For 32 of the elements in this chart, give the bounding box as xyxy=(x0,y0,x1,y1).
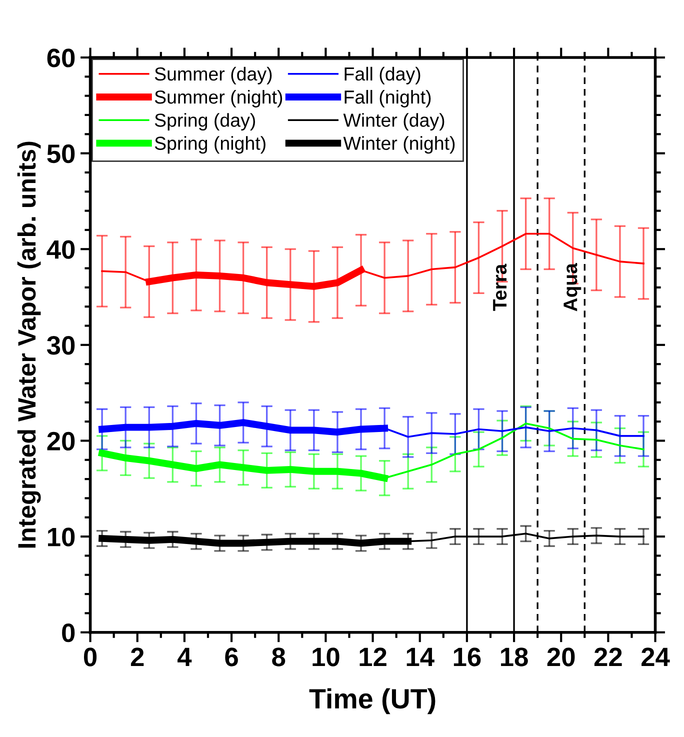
legend-label: Spring (day) xyxy=(154,113,255,131)
legend-label: Fall (night) xyxy=(344,90,431,108)
y-tick-label: 50 xyxy=(47,144,75,164)
x-tick-label: 16 xyxy=(454,648,481,666)
x-tick-label: 24 xyxy=(642,648,670,666)
x-tick-label: 22 xyxy=(594,648,622,666)
y-axis-title: Integrated Water Vapor (arb. units) xyxy=(17,142,41,548)
legend-label: Winter (day) xyxy=(343,113,444,131)
legend-label: Fall (day) xyxy=(344,66,420,84)
x-tick-label: 20 xyxy=(547,648,575,666)
y-tick-label: 40 xyxy=(46,240,75,259)
x-tick-label: 8 xyxy=(272,648,286,666)
legend-label: Winter (night) xyxy=(343,136,455,154)
y-tick-label: 60 xyxy=(47,48,75,68)
y-tick-label: 0 xyxy=(62,623,75,642)
x-tick-label: 12 xyxy=(360,648,386,666)
legend-label: Spring (night) xyxy=(154,136,266,154)
legend-label: Summer (night) xyxy=(154,90,282,108)
x-tick-label: 6 xyxy=(225,648,238,666)
x-tick-label: 0 xyxy=(84,648,97,666)
y-tick-label: 20 xyxy=(47,432,75,451)
ref-line-label: Terra xyxy=(493,264,507,311)
x-tick-label: 2 xyxy=(130,648,144,666)
x-tick-label: 18 xyxy=(501,648,528,666)
ref-line-label: Aqua xyxy=(564,263,582,312)
x-axis-title: Time (UT) xyxy=(309,688,436,714)
y-tick-label: 10 xyxy=(48,528,75,546)
y-tick-label: 30 xyxy=(46,336,75,355)
x-tick-label: 14 xyxy=(406,648,434,666)
x-tick-label: 10 xyxy=(312,648,340,666)
x-tick-label: 4 xyxy=(178,648,192,666)
legend-label: Summer (day) xyxy=(154,66,272,84)
